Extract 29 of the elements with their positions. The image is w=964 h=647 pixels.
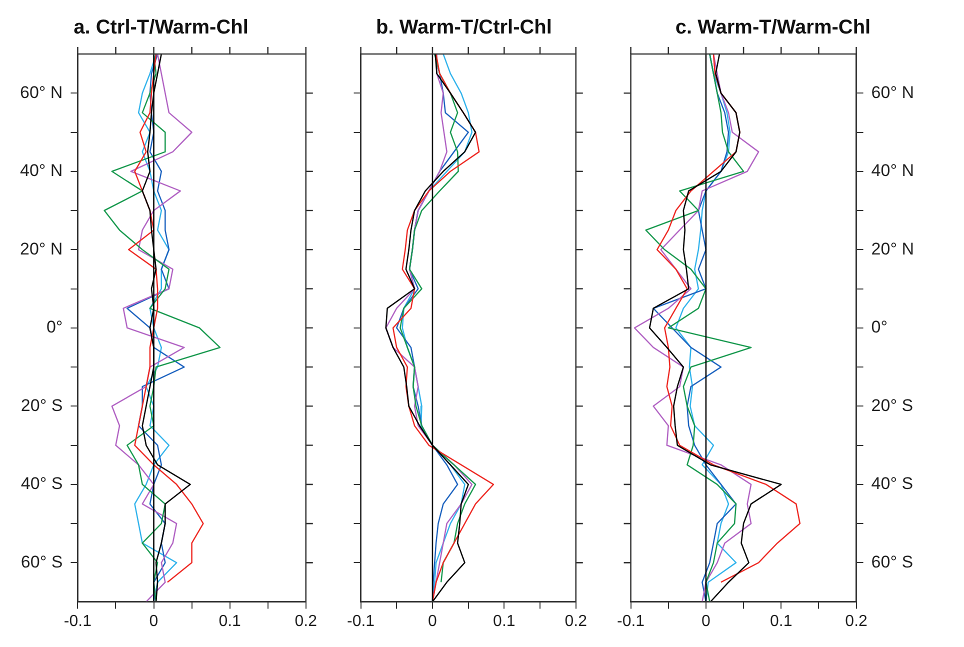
y-tick-label: 20° S bbox=[20, 396, 63, 415]
chart-title: a. Ctrl-T/Warm-Chl bbox=[74, 16, 248, 39]
y-tick-label: 60° S bbox=[871, 552, 914, 572]
y-tick-label: 40° N bbox=[871, 161, 914, 180]
y-tick-label: 0° bbox=[871, 318, 888, 337]
y-tick-label: 20° N bbox=[871, 239, 914, 258]
x-tick-label: -0.1 bbox=[616, 612, 645, 630]
x-tick-label: 0.1 bbox=[218, 612, 242, 630]
y-tick-label: 40° N bbox=[20, 161, 63, 180]
x-tick-label: 0.2 bbox=[294, 612, 318, 630]
chart-title: c. Warm-T/Warm-Chl bbox=[675, 16, 871, 39]
y-tick-label: 60° S bbox=[20, 552, 63, 572]
x-tick-label: 0.2 bbox=[564, 612, 588, 630]
y-tick-label: 40° S bbox=[20, 474, 63, 494]
x-tick-label: 0.1 bbox=[770, 612, 792, 630]
y-tick-label: 40° S bbox=[871, 474, 914, 494]
x-tick-label: 0 bbox=[702, 612, 710, 630]
x-tick-label: 0 bbox=[149, 612, 158, 630]
x-tick-label: 0.1 bbox=[493, 612, 516, 630]
y-tick-label: 20° N bbox=[20, 239, 63, 258]
x-tick-label: -0.1 bbox=[64, 612, 92, 630]
y-tick-label: 0° bbox=[46, 318, 63, 337]
chart-title: b. Warm-T/Ctrl-Chl bbox=[376, 16, 552, 39]
x-tick-label: 0 bbox=[428, 612, 438, 630]
y-tick-label: 60° N bbox=[871, 82, 914, 102]
x-tick-label: 0.2 bbox=[845, 612, 868, 630]
y-tick-label: 60° N bbox=[20, 82, 63, 102]
y-tick-label: 20° S bbox=[871, 396, 914, 415]
x-tick-label: -0.1 bbox=[346, 612, 375, 630]
